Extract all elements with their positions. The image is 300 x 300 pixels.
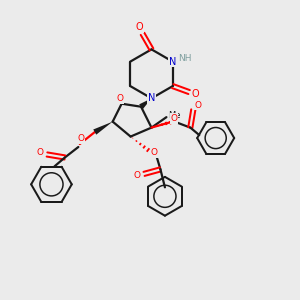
Text: O: O bbox=[134, 171, 141, 180]
Text: O: O bbox=[192, 88, 200, 99]
Text: O: O bbox=[37, 148, 44, 158]
Text: NH: NH bbox=[178, 54, 192, 63]
Polygon shape bbox=[93, 122, 113, 135]
Polygon shape bbox=[139, 98, 152, 109]
Text: N: N bbox=[148, 93, 155, 103]
Text: O: O bbox=[170, 114, 177, 123]
Text: Me: Me bbox=[169, 111, 181, 120]
Text: O: O bbox=[117, 94, 124, 103]
Text: O: O bbox=[136, 22, 143, 32]
Text: O: O bbox=[77, 134, 84, 143]
Text: O: O bbox=[194, 101, 201, 110]
Text: O: O bbox=[151, 148, 158, 158]
Text: N: N bbox=[169, 57, 176, 67]
